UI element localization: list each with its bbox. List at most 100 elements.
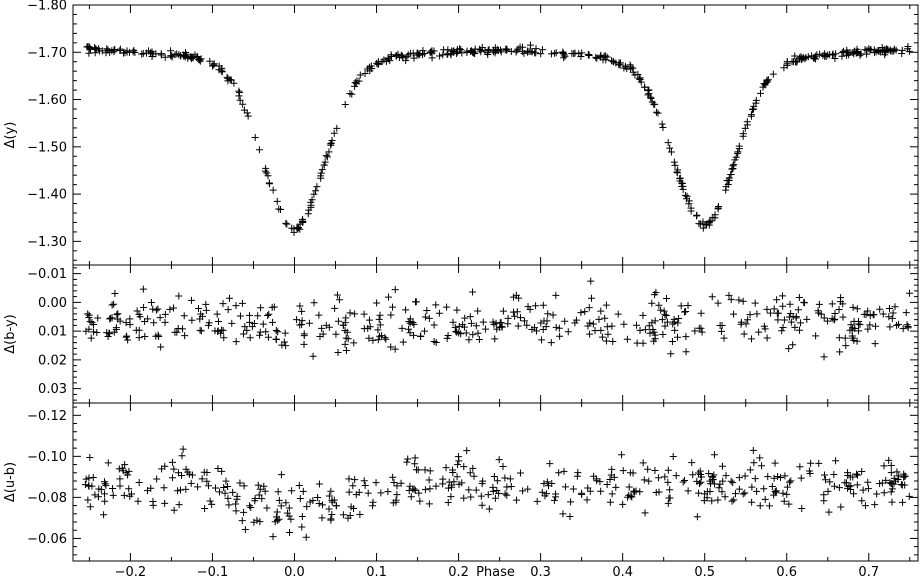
bottom-data-point	[718, 462, 726, 470]
top-data-point	[239, 100, 247, 108]
middle-data-point	[430, 321, 438, 329]
middle-data-point	[660, 307, 668, 315]
bottom-data-point	[853, 481, 861, 489]
middle-data-point	[677, 302, 685, 310]
middle-data-point	[670, 315, 678, 323]
middle-data-point	[499, 307, 507, 315]
top-data-point	[320, 161, 328, 169]
bottom-data-point	[109, 484, 117, 492]
middle-data-point	[375, 315, 383, 323]
y-tick-label: 0.01	[38, 325, 67, 340]
top-data-point	[831, 55, 839, 63]
middle-data-point	[256, 331, 264, 339]
bottom-data-point	[748, 483, 756, 491]
middle-data-point	[589, 320, 597, 328]
middle-data-point	[461, 314, 469, 322]
bottom-data-point	[719, 477, 727, 485]
middle-data-point	[903, 321, 911, 329]
bottom-data-point	[221, 489, 229, 497]
bottom-data-point	[501, 490, 509, 498]
bottom-data-point	[552, 493, 560, 501]
bottom-data-point	[397, 479, 405, 487]
middle-data-point	[795, 293, 803, 301]
middle-data-point	[170, 304, 178, 312]
bottom-data-point	[349, 482, 357, 490]
middle-data-point	[870, 311, 878, 319]
bottom-data-point	[746, 466, 754, 474]
bottom-data-point	[255, 491, 263, 499]
middle-data-point	[667, 350, 675, 358]
middle-data-point	[325, 323, 333, 331]
bottom-data-point	[405, 486, 413, 494]
middle-data-point	[161, 310, 169, 318]
middle-data-point	[697, 324, 705, 332]
bottom-data-point	[768, 482, 776, 490]
bottom-data-point	[748, 498, 756, 506]
middle-data-point	[173, 328, 181, 336]
top-data-point	[230, 79, 238, 87]
middle-data-point	[240, 330, 248, 338]
top-data-point	[217, 66, 225, 74]
bottom-data-point	[204, 482, 212, 490]
top-data-point	[444, 50, 452, 58]
x-axis-label: Phase	[476, 565, 515, 577]
middle-data-point	[333, 291, 341, 299]
middle-data-point	[423, 306, 431, 314]
middle-data-point	[305, 319, 313, 327]
middle-data-point	[228, 319, 236, 327]
top-data-point	[111, 46, 119, 54]
top-data-point	[210, 60, 218, 68]
bottom-data-point	[135, 479, 143, 487]
middle-data-point	[334, 317, 342, 325]
middle-data-point	[196, 315, 204, 323]
bottom-data-point	[741, 489, 749, 497]
middle-data-point	[219, 300, 227, 308]
middle-data-point	[651, 335, 659, 343]
bottom-data-point	[901, 481, 909, 489]
top-data-point	[290, 228, 298, 236]
top-data-point	[887, 47, 895, 55]
bottom-data-point	[688, 459, 696, 467]
bottom-data-point	[208, 500, 216, 508]
middle-data-point	[156, 314, 164, 322]
bottom-data-point	[590, 472, 598, 480]
bottom-data-point	[837, 503, 845, 511]
middle-data-point	[636, 326, 644, 334]
top-data-point	[116, 45, 124, 53]
bottom-data-point	[825, 508, 833, 516]
bottom-data-point	[727, 477, 735, 485]
top-data-point	[469, 49, 477, 57]
middle-data-point	[157, 343, 165, 351]
middle-data-point	[147, 298, 155, 306]
top-data-point	[623, 65, 631, 73]
top-data-point	[641, 83, 649, 91]
top-data-point	[413, 51, 421, 59]
middle-data-point	[179, 325, 187, 333]
middle-data-point	[540, 317, 548, 325]
middle-data-point	[815, 300, 823, 308]
top-data-point	[450, 48, 458, 56]
bottom-data-point	[109, 491, 117, 499]
middle-data-point	[905, 289, 913, 297]
middle-data-point	[668, 337, 676, 345]
middle-data-point	[604, 330, 612, 338]
bottom-data-point	[175, 501, 183, 509]
middle-data-point	[730, 310, 738, 318]
top-data-point	[816, 50, 824, 58]
middle-data-point	[674, 319, 682, 327]
middle-data-point	[318, 324, 326, 332]
bottom-data-point	[655, 474, 663, 482]
middle-data-point	[837, 294, 845, 302]
top-data-point	[264, 172, 272, 180]
top-data-point	[96, 47, 104, 55]
bottom-data-point	[439, 480, 447, 488]
middle-data-point	[399, 338, 407, 346]
middle-data-point	[848, 326, 856, 334]
bottom-data-point	[184, 468, 192, 476]
middle-data-point	[789, 313, 797, 321]
top-data-point	[143, 49, 151, 57]
middle-data-point	[141, 317, 149, 325]
bottom-data-point	[274, 488, 282, 496]
middle-data-point	[659, 331, 667, 339]
bottom-data-point	[761, 495, 769, 503]
